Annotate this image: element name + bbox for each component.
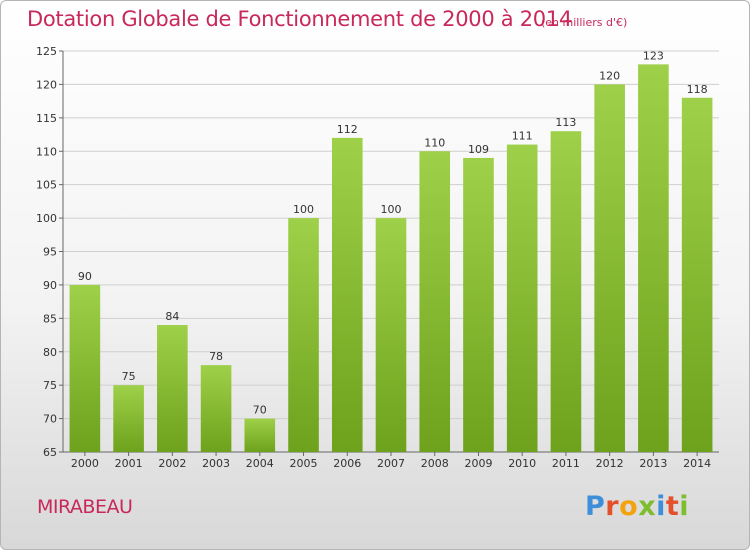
data-label: 110 [424,136,445,149]
proxiti-logo: Proxiti [585,491,689,522]
bar [113,385,144,452]
x-tick-label: 2009 [464,457,492,470]
data-label: 100 [381,203,402,216]
data-label: 118 [687,83,708,96]
logo-letter: P [585,491,606,522]
bar [550,131,582,452]
y-tick-label: 95 [43,246,57,259]
y-tick-label: 65 [43,446,57,459]
logo-letter: o [619,491,639,522]
y-tick-label: 70 [43,413,57,426]
y-tick-label: 110 [36,145,57,158]
commune-name: MIRABEAU [37,496,133,518]
bar [681,97,713,453]
x-tick-label: 2010 [508,457,536,470]
data-label: 111 [512,130,533,143]
x-tick-label: 2008 [421,457,449,470]
data-label: 113 [555,116,576,129]
logo-letter: r [605,491,620,522]
x-tick-label: 2007 [377,457,405,470]
logo-letter: i [679,491,690,522]
x-tick-label: 2006 [333,457,361,470]
data-label: 84 [165,310,179,323]
data-label: 120 [599,69,620,82]
x-tick-label: 2013 [639,457,667,470]
y-tick-label: 90 [43,279,57,292]
data-label: 75 [122,370,136,383]
x-tick-label: 2014 [683,457,711,470]
logo-letter: i [656,491,666,522]
bar [200,365,232,452]
x-tick-label: 2005 [290,457,318,470]
bar [506,144,538,453]
bar [331,137,363,452]
data-label: 70 [253,404,267,417]
y-tick-label: 75 [43,379,57,392]
y-tick-label: 100 [36,212,57,225]
units-note: (en milliers d'€) [541,16,628,29]
y-tick-label: 80 [43,346,57,359]
data-label: 112 [337,123,358,136]
bar [157,325,188,452]
bar [375,218,407,452]
bar [638,64,669,452]
x-tick-label: 2011 [552,457,580,470]
chart-title: Dotation Globale de Fonctionnement de 20… [27,7,572,31]
bar [244,418,276,452]
y-tick-label: 120 [36,78,57,91]
bar [463,157,494,452]
data-label: 78 [209,350,223,363]
x-tick-label: 2001 [115,457,143,470]
bar [594,84,625,453]
y-tick-label: 85 [43,312,57,325]
axis-layer: 65 70 75 80 85 90 95 100 105 110 115 120 125 2000 2001… [36,45,719,470]
x-tick-label: 2004 [246,457,274,470]
y-tick-label: 105 [36,179,57,192]
bar [69,284,101,452]
bar-layer [69,64,713,453]
data-label: 123 [643,49,664,62]
logo-letter: t [665,491,680,522]
bar [288,218,319,452]
x-tick-label: 2000 [71,457,99,470]
bar [419,151,451,452]
data-label: 90 [78,270,92,283]
y-tick-label: 115 [36,112,57,125]
data-label: 109 [468,143,489,156]
x-tick-label: 2002 [158,457,186,470]
data-label: 100 [293,203,314,216]
y-tick-label: 125 [36,45,57,58]
label-layer: 90 75 84 78 70 100 112 100 110 109 111 113 120 123 118 [78,49,708,416]
x-tick-label: 2003 [202,457,230,470]
logo-letter: x [638,491,657,522]
x-tick-label: 2012 [596,457,624,470]
